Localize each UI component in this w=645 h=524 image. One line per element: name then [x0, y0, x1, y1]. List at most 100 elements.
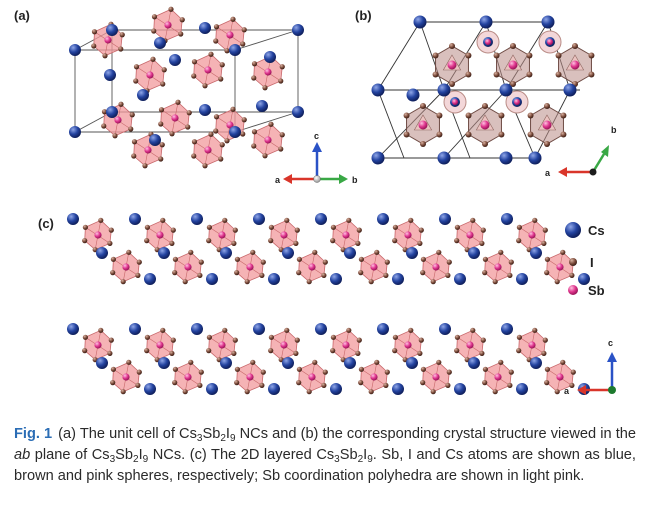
cs-atom	[129, 323, 141, 335]
iodine-atom	[436, 249, 442, 255]
iodine-atom	[241, 117, 247, 123]
cs-atom	[253, 213, 265, 225]
sb-atom	[104, 36, 112, 44]
cs-atom	[253, 323, 265, 335]
cs-atom	[191, 323, 203, 335]
iodine-atom	[508, 259, 514, 265]
iodine-atom	[150, 56, 156, 62]
caption-text: plane of Cs	[30, 447, 110, 463]
cs-atom	[69, 126, 81, 138]
sb-atom	[508, 60, 518, 70]
sb-atom	[308, 263, 316, 271]
iodine-atom	[191, 59, 198, 65]
iodine-atom	[544, 103, 550, 109]
iodine-atom	[532, 217, 538, 223]
iodine-atom	[420, 380, 426, 386]
iodine-atom	[449, 81, 455, 87]
sb-atom	[547, 39, 553, 45]
iodine-atom	[240, 41, 246, 47]
caption-sub: 9	[142, 454, 149, 465]
iodine-atom	[188, 249, 194, 255]
iodine-atom	[445, 382, 451, 388]
iodine-atom	[321, 382, 327, 388]
iodine-atom	[222, 217, 228, 223]
iodine-atom	[197, 272, 203, 278]
iodine-atom	[384, 259, 390, 265]
cs-atom	[69, 44, 81, 56]
sb-atom	[164, 21, 172, 29]
iodine-atom	[355, 350, 361, 356]
iodine-atom	[120, 389, 126, 395]
iodine-atom	[178, 31, 184, 37]
cs-atom	[499, 151, 513, 165]
caption-text: I	[225, 426, 230, 442]
iodine-atom	[213, 38, 219, 44]
iodine-atom	[296, 256, 302, 262]
iodine-atom	[110, 366, 116, 372]
iodine-atom	[191, 73, 197, 79]
iodine-atom	[278, 146, 284, 152]
iodine-atom	[213, 24, 220, 30]
cs-atom	[454, 383, 466, 395]
iodine-atom	[446, 369, 452, 375]
iodine-atom	[158, 107, 165, 113]
iodine-atom	[107, 240, 113, 246]
cs-atom	[268, 273, 280, 285]
cs-atom	[292, 106, 304, 118]
iodine-atom	[144, 334, 150, 340]
iodine-atom	[231, 240, 237, 246]
caption-label: Fig. 1	[14, 426, 53, 442]
caption-sub: 3	[334, 454, 340, 465]
iodine-atom	[230, 16, 236, 22]
sb-atom	[342, 341, 350, 349]
iodine-atom	[420, 270, 426, 276]
iodine-atom	[306, 389, 312, 395]
iodine-atom	[572, 43, 578, 49]
cs-atom	[144, 383, 156, 395]
iodine-atom	[493, 52, 500, 59]
iodine-atom	[296, 380, 302, 386]
iodine-atom	[294, 227, 300, 233]
axis-a-label-c: a	[564, 386, 570, 396]
cs-atom	[137, 89, 149, 101]
iodine-atom	[158, 156, 164, 162]
iodine-atom	[188, 359, 194, 365]
caption-sub: 9	[367, 454, 373, 465]
iodine-atom	[107, 350, 113, 356]
iodine-atom	[555, 52, 562, 59]
iodine-atom	[554, 389, 560, 395]
iodine-atom	[498, 249, 504, 255]
iodine-atom	[544, 270, 550, 276]
iodine-atom	[259, 272, 265, 278]
iodine-atom	[160, 327, 166, 333]
iodine-atom	[244, 279, 250, 285]
iodine-atom	[532, 327, 538, 333]
sb-atom	[466, 341, 474, 349]
iodine-atom	[179, 17, 185, 23]
sb-atom	[556, 263, 564, 271]
iodine-atom	[135, 382, 141, 388]
cs-atom	[158, 357, 170, 369]
iodine-atom	[356, 337, 362, 343]
sb-atom	[514, 99, 520, 105]
sb-atom	[264, 136, 272, 144]
sb-atom	[542, 120, 552, 130]
cs-atom	[144, 273, 156, 285]
axis-b-label-b: b	[611, 125, 617, 135]
cs-atom	[106, 24, 118, 36]
iodine-atom	[198, 369, 204, 375]
iodine-atom	[136, 369, 142, 375]
iodine-atom	[510, 43, 516, 49]
cs-atom	[67, 323, 79, 335]
cs-atom	[439, 213, 451, 225]
iodine-atom	[374, 249, 380, 255]
cs-atom	[282, 357, 294, 369]
iodine-atom	[144, 238, 150, 244]
sb-atom	[570, 60, 580, 70]
iodine-atom	[436, 131, 443, 138]
iodine-atom	[110, 380, 116, 386]
iodine-atom	[479, 350, 485, 356]
cs-atom	[67, 213, 79, 225]
iodine-atom	[197, 382, 203, 388]
cs-atom	[344, 247, 356, 259]
